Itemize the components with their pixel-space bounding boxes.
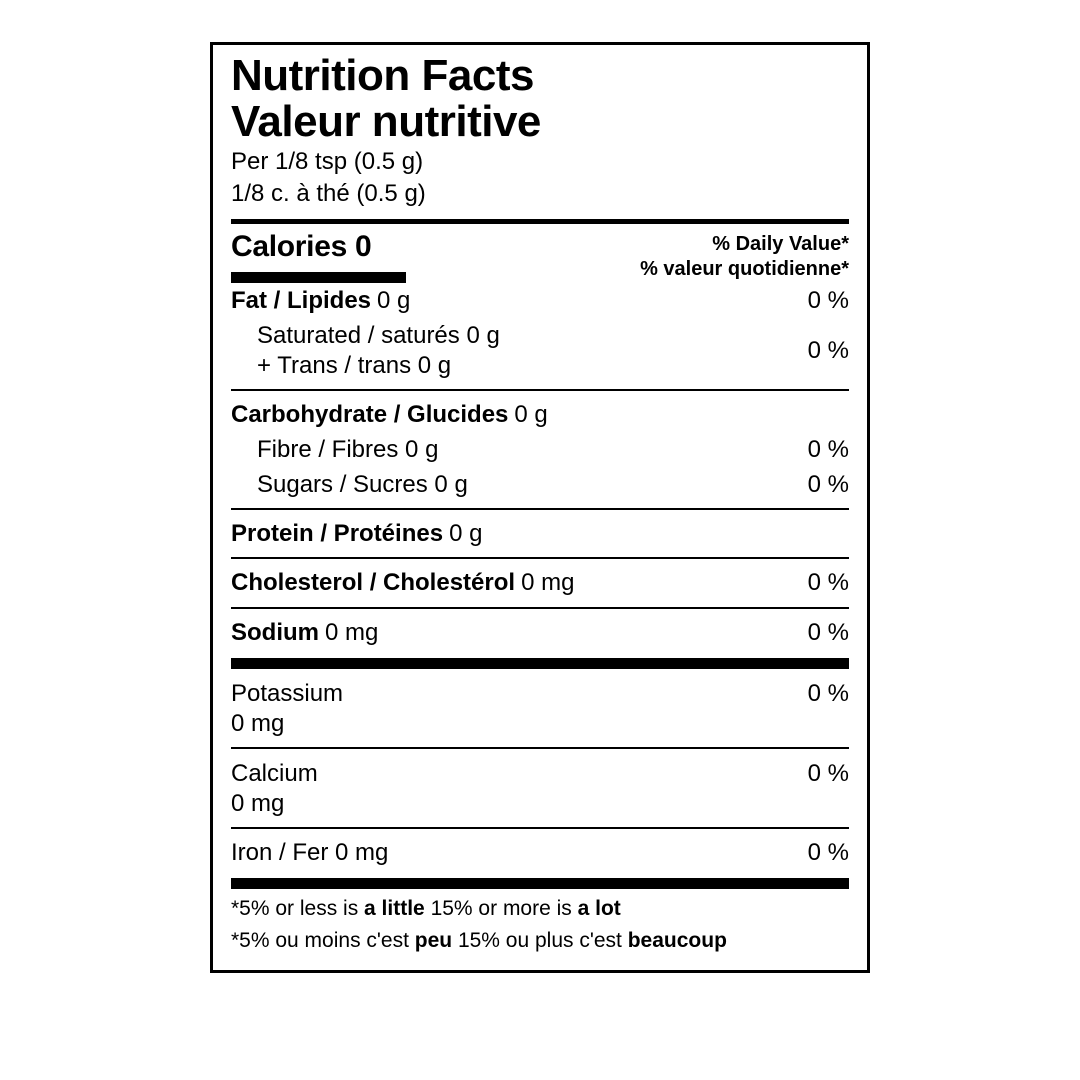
sat-label: Saturated / saturés [257,322,460,349]
divider [231,607,849,609]
chol-amount: 0 mg [521,569,574,596]
serving-en: Per 1/8 tsp (0.5 g) [231,147,849,177]
calories-row: Calories 0 % Daily Value* % valeur quoti… [231,230,849,283]
fibre-row: Fibre / Fibres 0 g 0 % [231,432,849,467]
fat-amount: 0 g [377,287,410,314]
iron-pct: 0 % [808,837,849,868]
potassium-label: Potassium [231,679,343,709]
calcium-amount: 0 mg [231,789,318,819]
divider [231,747,849,749]
divider [231,827,849,829]
fibre-amount: 0 g [405,436,438,463]
cholesterol-row: Cholesterol / Cholestérol0 mg 0 % [231,565,849,600]
sugars-row: Sugars / Sucres 0 g 0 % [231,467,849,502]
iron-label: Iron / Fer [231,839,328,866]
sugars-amount: 0 g [434,471,467,498]
calcium-label: Calcium [231,759,318,789]
carb-label: Carbohydrate / Glucides [231,401,508,428]
divider [231,389,849,391]
potassium-amount: 0 mg [231,709,343,739]
sodium-label: Sodium [231,619,319,646]
fibre-pct: 0 % [808,434,849,465]
dv-line-en: % Daily Value* [640,232,849,257]
sat-trans-pct: 0 % [808,335,849,366]
fat-label: Fat / Lipides [231,287,371,314]
thick-divider [231,658,849,669]
potassium-row: Potassium 0 mg 0 % [231,675,849,741]
daily-value-heading: % Daily Value* % valeur quotidienne* [640,230,849,282]
sodium-pct: 0 % [808,617,849,648]
iron-row: Iron / Fer 0 mg 0 % [231,835,849,870]
calcium-row: Calcium 0 mg 0 % [231,755,849,821]
title-en: Nutrition Facts [231,53,849,99]
sodium-row: Sodium0 mg 0 % [231,615,849,650]
sat-trans-row: Saturated / saturés 0 g + Trans / trans … [231,319,849,383]
carb-amount: 0 g [514,401,547,428]
protein-label: Protein / Protéines [231,520,443,547]
nutrition-facts-panel: Nutrition Facts Valeur nutritive Per 1/8… [210,42,870,973]
iron-amount: 0 mg [335,839,388,866]
bottom-fade [0,1062,1080,1080]
sodium-amount: 0 mg [325,619,378,646]
calories-label: Calories [231,230,347,263]
divider [231,219,849,224]
divider [231,508,849,510]
sugars-pct: 0 % [808,469,849,500]
dv-line-fr: % valeur quotidienne* [640,257,849,282]
protein-amount: 0 g [449,520,482,547]
trans-label: + Trans / trans [257,352,411,379]
divider [231,557,849,559]
chol-pct: 0 % [808,567,849,598]
chol-label: Cholesterol / Cholestérol [231,569,515,596]
calories-underline [231,272,406,283]
fibre-label: Fibre / Fibres [257,436,398,463]
footnote-fr: *5% ou moins c'est peu 15% ou plus c'est… [231,927,849,955]
title-fr: Valeur nutritive [231,99,849,145]
fat-row: Fat / Lipides0 g 0 % [231,283,849,318]
calories-value: 0 [355,230,371,263]
carb-row: Carbohydrate / Glucides0 g [231,397,849,432]
protein-row: Protein / Protéines0 g [231,516,849,551]
serving-fr: 1/8 c. à thé (0.5 g) [231,179,849,209]
sat-amount: 0 g [466,322,499,349]
potassium-pct: 0 % [808,679,849,709]
fat-pct: 0 % [808,285,849,316]
calcium-pct: 0 % [808,759,849,789]
sugars-label: Sugars / Sucres [257,471,428,498]
footnote-en: *5% or less is a little 15% or more is a… [231,895,849,923]
trans-amount: 0 g [418,352,451,379]
thick-divider [231,878,849,889]
